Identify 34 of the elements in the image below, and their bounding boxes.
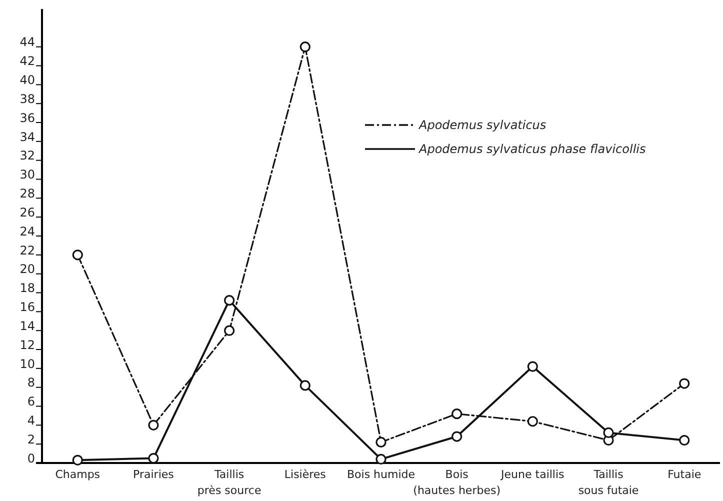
y-tick-label: 6 — [27, 394, 35, 409]
y-tick-label: 0 — [27, 451, 35, 466]
x-tick-label: Bois (hautes herbes) — [413, 468, 501, 497]
y-tick-label: 16 — [20, 300, 35, 314]
y-tick-label: 20 — [20, 262, 35, 276]
y-tick-label: 22 — [20, 243, 35, 258]
y-tick-label: 8 — [27, 376, 35, 390]
y-tick-label: 24 — [20, 224, 35, 238]
legend-label: Apodemus sylvaticus — [418, 118, 546, 132]
y-tick-label: 38 — [20, 92, 35, 106]
x-tick-label: Champs — [55, 468, 100, 481]
y-tick-label: 40 — [20, 73, 35, 88]
y-tick-label: 34 — [20, 130, 35, 144]
x-tick-label: Taillis sous futaie — [578, 468, 639, 497]
y-tick-label: 32 — [20, 148, 35, 163]
x-tick-label: Prairies — [133, 468, 174, 481]
y-tick-label: 30 — [20, 168, 35, 182]
y-tick-label: 44 — [20, 35, 35, 50]
y-tick-label: 18 — [20, 281, 35, 296]
y-tick-label: 4 — [27, 414, 35, 428]
y-tick-label: 42 — [20, 54, 35, 68]
x-tick-label: Bois humide — [346, 468, 416, 481]
x-tick-label: Jeune taillis — [500, 468, 565, 481]
y-tick-label: 2 — [27, 432, 35, 446]
y-tick-label: 10 — [20, 356, 35, 371]
y-tick-label: 28 — [20, 186, 35, 201]
y-tick-label: 12 — [20, 338, 35, 352]
x-tick-label: Futaie — [668, 468, 702, 481]
y-tick-label: 14 — [20, 318, 35, 333]
legend-label: Apodemus sylvaticus phase flavicollis — [418, 142, 646, 156]
y-tick-label: 26 — [20, 205, 35, 220]
x-tick-label: Taillis près source — [197, 468, 262, 497]
y-tick-label: 36 — [20, 110, 35, 125]
x-tick-label: Lisières — [284, 468, 326, 481]
